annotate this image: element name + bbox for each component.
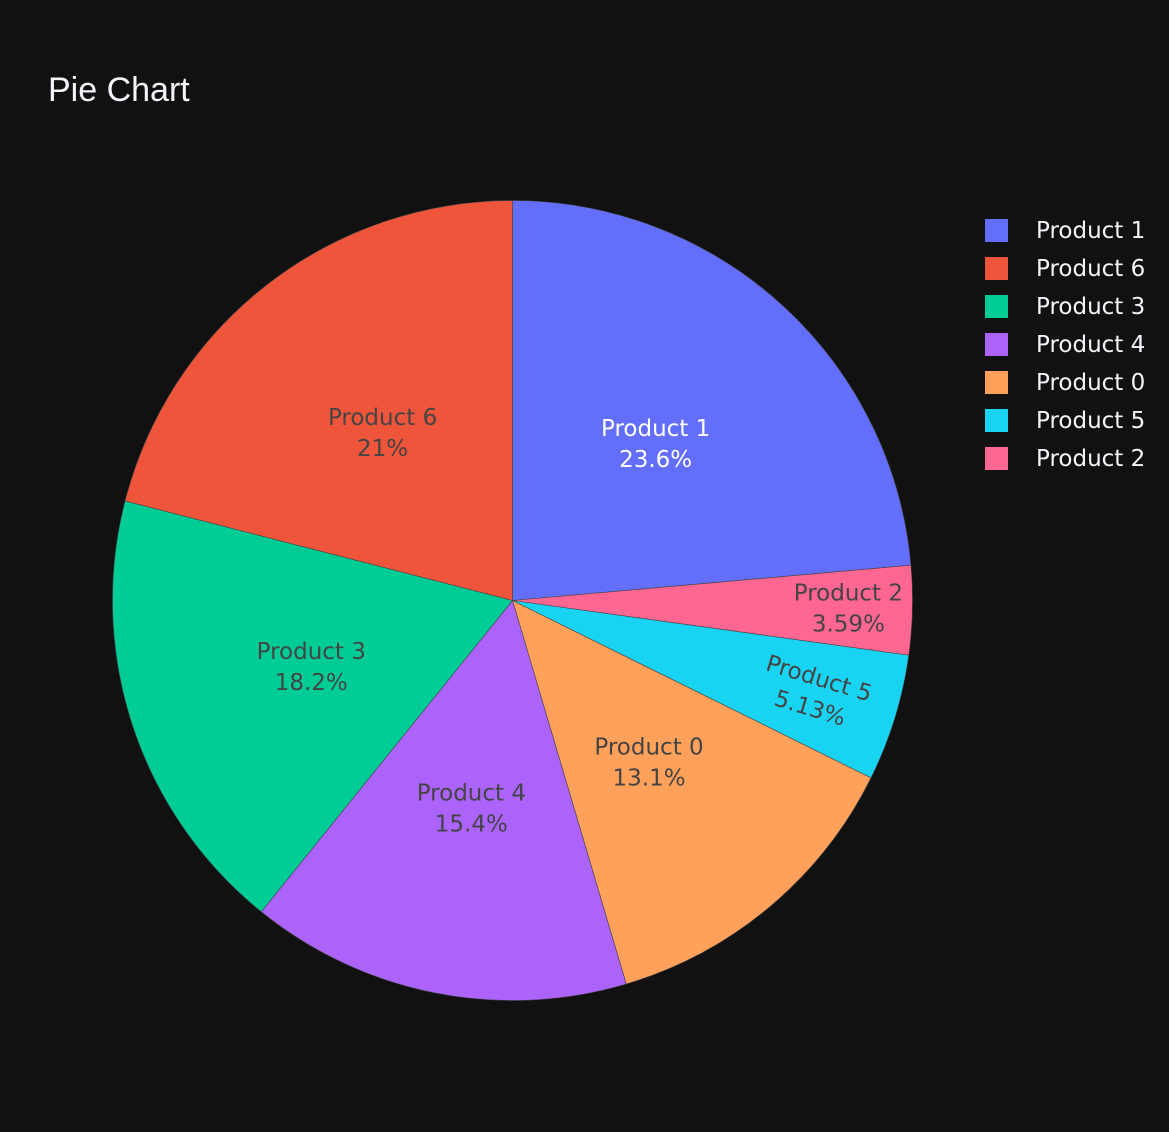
legend-label: Product 6 (1036, 256, 1145, 282)
pie-slice-product-3[interactable] (112, 500, 514, 913)
slice-label-product-0: Product 0 13.1% (594, 735, 703, 792)
legend-label: Product 5 (1036, 408, 1145, 434)
slice-label-percent: 21% (357, 436, 408, 462)
slice-label-percent: 18.2% (275, 670, 348, 696)
chart-title: Pie Chart (48, 71, 190, 109)
legend-item-product-0[interactable]: Product 0 (985, 370, 1145, 396)
pie-slice-product-4[interactable] (260, 599, 627, 1001)
legend-swatch (985, 447, 1008, 470)
legend-label: Product 2 (1036, 446, 1145, 472)
legend-label: Product 3 (1036, 294, 1145, 320)
slice-label-product-6: Product 6 21% (328, 405, 437, 462)
legend-label: Product 0 (1036, 370, 1145, 396)
legend-swatch (985, 295, 1008, 318)
legend-label: Product 4 (1036, 332, 1145, 358)
slice-label-product-2: Product 2 3.59% (794, 581, 903, 638)
legend-item-product-4[interactable]: Product 4 (985, 332, 1145, 358)
legend-item-product-6[interactable]: Product 6 (985, 256, 1145, 282)
slice-label-name: Product 2 (794, 581, 903, 607)
legend-swatch (985, 219, 1008, 242)
slice-label-product-1: Product 1 23.6% (601, 416, 710, 473)
pie-slices (112, 200, 913, 1001)
legend-swatch (985, 409, 1008, 432)
slice-label-product-3: Product 3 18.2% (257, 639, 366, 696)
pie-slice-product-1[interactable] (512, 200, 912, 601)
slice-label-percent: 13.1% (613, 766, 686, 792)
slice-label-name: Product 0 (594, 735, 703, 761)
slice-label-percent: 23.6% (619, 447, 692, 473)
slice-label-product-4: Product 4 15.4% (417, 780, 526, 837)
slice-label-name: Product 3 (257, 639, 366, 665)
slice-label-name: Product 1 (601, 416, 710, 442)
slice-label-name: Product 6 (328, 405, 437, 431)
legend-swatch (985, 333, 1008, 356)
pie-slice-product-0[interactable] (512, 599, 872, 985)
legend-item-product-1[interactable]: Product 1 (985, 218, 1145, 244)
legend-item-product-3[interactable]: Product 3 (985, 294, 1145, 320)
legend-item-product-2[interactable]: Product 2 (985, 446, 1145, 472)
pie-slice-product-6[interactable] (124, 200, 513, 601)
legend-swatch (985, 257, 1008, 280)
slice-label-percent: 15.4% (435, 811, 508, 837)
pie-slice-labels: Product 123.6%Product 23.59%Product 55.1… (257, 405, 903, 837)
legend-label: Product 1 (1036, 218, 1145, 244)
slice-label-name: Product 4 (417, 780, 526, 806)
legend-item-product-5[interactable]: Product 5 (985, 408, 1145, 434)
legend: Product 1 Product 6 Product 3 Product 4 Prod… (985, 218, 1145, 472)
legend-swatch (985, 371, 1008, 394)
slice-label-percent: 3.59% (812, 612, 885, 638)
